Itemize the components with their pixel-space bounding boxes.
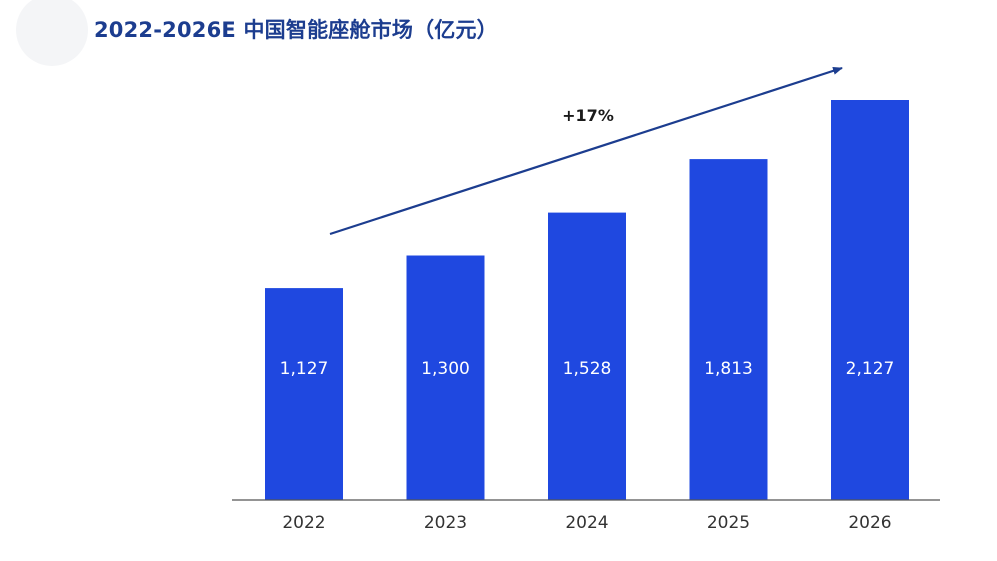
bar-2024 <box>548 212 626 500</box>
bar-2023 <box>406 255 485 500</box>
decorative-circle <box>16 0 88 66</box>
x-tick-label-2023: 2023 <box>424 513 467 533</box>
x-tick-label-2026: 2026 <box>848 513 891 533</box>
bar-value-label-2025: 1,813 <box>704 359 753 379</box>
x-tick-label-2022: 2022 <box>282 513 325 533</box>
bar-value-label-2024: 1,528 <box>563 359 612 379</box>
chart-title: 2022-2026E 中国智能座舱市场（亿元） <box>94 18 498 42</box>
bar-value-label-2022: 1,127 <box>280 359 329 379</box>
growth-arrow <box>329 66 843 236</box>
growth-rate-label: +17% <box>562 106 614 125</box>
bar-2022 <box>265 288 343 500</box>
bar-2026 <box>831 100 909 500</box>
x-tick-label-2024: 2024 <box>565 513 608 533</box>
bar-value-label-2026: 2,127 <box>846 359 895 379</box>
bar-2025 <box>689 159 768 500</box>
x-tick-label-2025: 2025 <box>707 513 750 533</box>
bar-value-label-2023: 1,300 <box>421 359 470 379</box>
